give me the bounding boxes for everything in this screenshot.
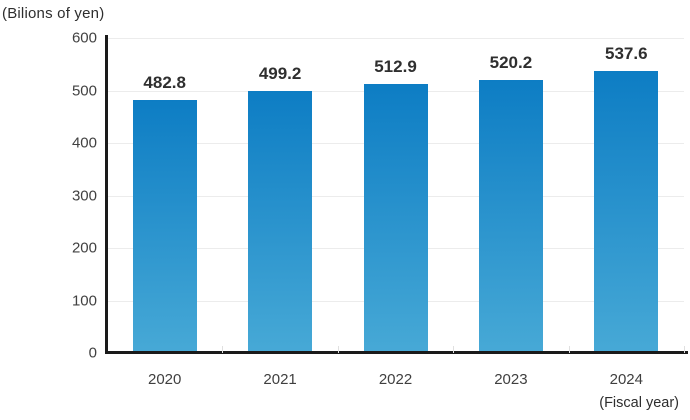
bar-value-label: 482.8: [143, 72, 186, 92]
bar-value-label: 537.6: [605, 43, 648, 63]
bar: [248, 90, 313, 353]
y-tick-label: 100: [71, 292, 97, 309]
bar-value-label: 520.2: [489, 52, 533, 72]
x-tick-label: 2024: [609, 371, 643, 388]
x-axis-line: [105, 351, 688, 354]
bar-value-label: 512.9: [374, 56, 417, 76]
y-tick-label: 600: [71, 29, 97, 47]
y-tick-label: 500: [71, 82, 97, 99]
y-axis-unit-label: (Bilions of yen): [2, 5, 105, 22]
plot-area: [107, 38, 684, 353]
x-tick-label: 2021: [263, 371, 297, 388]
x-axis-boundary-tick: [684, 346, 685, 353]
bar: [594, 70, 659, 353]
y-tick-label: 200: [71, 239, 97, 257]
x-axis-boundary-tick: [568, 346, 570, 353]
x-tick-label: 2020: [148, 371, 182, 388]
x-axis-boundary-tick: [453, 346, 455, 353]
y-tick-label: 0: [88, 344, 97, 362]
x-axis-boundary-tick: [337, 346, 339, 353]
gridline: [107, 38, 684, 39]
y-axis-line: [105, 35, 108, 353]
x-tick-label: 2022: [378, 371, 413, 388]
bar: [132, 99, 197, 353]
bar-value-label: 499.2: [258, 63, 302, 83]
y-tick-label: 400: [71, 134, 97, 152]
x-axis-boundary-tick: [222, 346, 224, 353]
bar: [478, 79, 543, 353]
x-tick-label: 2023: [494, 371, 528, 388]
bar: [363, 83, 428, 353]
y-tick-label: 300: [71, 187, 97, 204]
x-axis-unit-label: (Fiscal year): [599, 395, 679, 411]
